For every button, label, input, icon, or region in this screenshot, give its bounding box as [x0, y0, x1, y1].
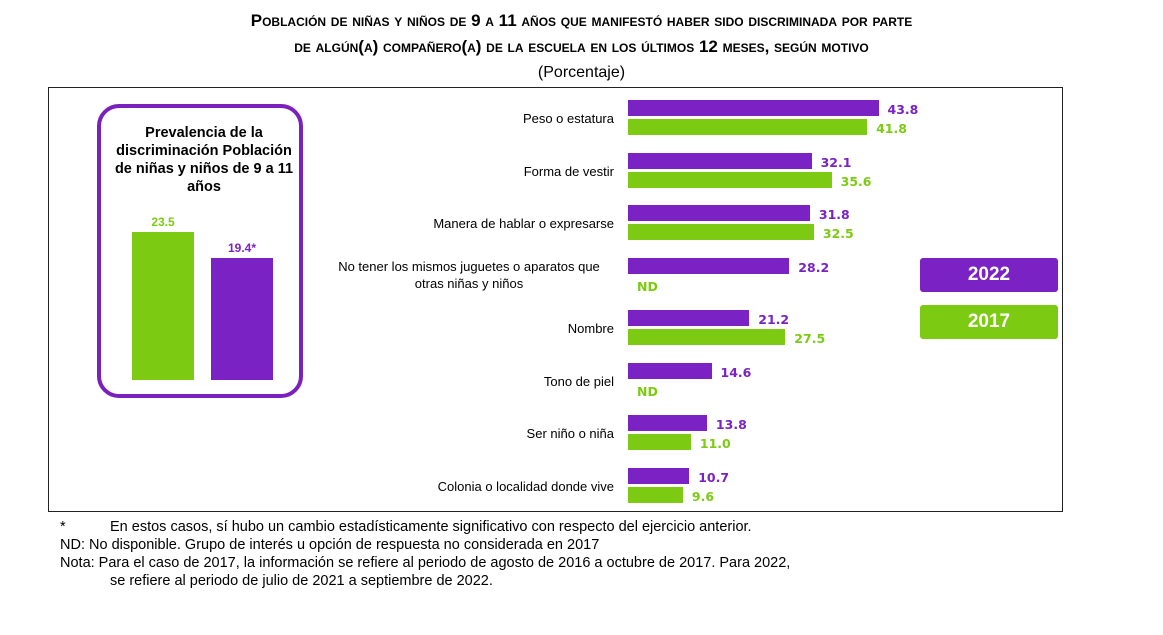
asterisk-mark: *	[60, 519, 66, 535]
value-label-2022: 31.8	[818, 207, 850, 222]
value-label-2022: 28.2	[798, 259, 830, 275]
chart-number-cropped	[0, 0, 1163, 4]
bar-2022	[628, 205, 810, 221]
bar-2022	[628, 100, 879, 116]
nd-note: ND: No disponible. Grupo de interés u op…	[60, 537, 600, 553]
asterisk-note: En estos casos, sí hubo un cambio estadí…	[110, 519, 752, 535]
bar-2022	[628, 257, 790, 274]
bar-2017	[628, 434, 691, 450]
bar-2022	[628, 362, 712, 379]
value-label-2017: 11.0	[699, 436, 731, 451]
category-label: Tono de piel	[543, 373, 614, 389]
bar-2017	[628, 171, 832, 188]
value-label-2017: ND	[637, 278, 658, 294]
bar-2017	[628, 329, 786, 345]
legend-2017: 2017	[920, 305, 1058, 339]
prevalence-bar-2017	[132, 231, 194, 380]
period-note-line2: se refiere al periodo de julio de 2021 a…	[110, 573, 493, 589]
value-label-2017: 9.6	[691, 488, 715, 504]
prevalence-value-2022: 19.4*	[227, 240, 257, 255]
bar-2017	[628, 224, 814, 240]
bar-2022	[628, 152, 812, 169]
category-label: Colonia o localidad donde vive	[437, 478, 614, 494]
value-label-2022: 10.7	[698, 469, 730, 485]
prevalence-value-2017: 23.5	[151, 214, 175, 229]
category-label: Nombre	[567, 321, 614, 336]
value-label-2022: 32.1	[820, 154, 852, 170]
value-label-2017: 35.6	[840, 173, 872, 189]
category-label: No tener los mismos juguetes o aparatos …	[338, 258, 600, 291]
bar-2017	[628, 486, 683, 503]
period-note-line1: Nota: Para el caso de 2017, la informaci…	[60, 555, 791, 571]
prevalence-title: Prevalencia de la discriminación Poblaci…	[114, 125, 294, 195]
footnotes: * En estos casos, sí hubo un cambio esta…	[60, 518, 1140, 590]
chart-title-line2: de algún(a) compañero(a) de la escuela e…	[294, 37, 869, 56]
category-label: Manera de hablar o expresarse	[433, 216, 614, 231]
category-label: Peso o estatura	[522, 111, 614, 126]
value-label-2017: 32.5	[822, 226, 854, 241]
value-label-2017: 27.5	[794, 331, 826, 346]
value-label-2022: 21.2	[758, 312, 790, 327]
value-label-2022: 13.8	[715, 417, 747, 432]
chart-frame	[48, 87, 1063, 512]
value-label-2017: 41.8	[876, 121, 907, 136]
value-label-2022: 14.6	[720, 364, 752, 380]
bar-2022	[628, 415, 707, 431]
value-label-2022: 43.8	[887, 102, 919, 117]
value-label-2017: ND	[637, 383, 658, 399]
prevalence-bar-2022	[211, 257, 273, 380]
bar-2022	[628, 310, 750, 326]
category-label: Forma de vestir	[523, 163, 614, 179]
bar-2022	[628, 467, 690, 484]
chart-title-line1: Población de niñas y niños de 9 a 11 año…	[250, 11, 913, 30]
category-label: Ser niño o niña	[526, 426, 614, 441]
bar-2017	[628, 119, 868, 135]
legend-2022: 2022	[920, 258, 1058, 292]
chart-subtitle: (Porcentaje)	[537, 64, 626, 81]
